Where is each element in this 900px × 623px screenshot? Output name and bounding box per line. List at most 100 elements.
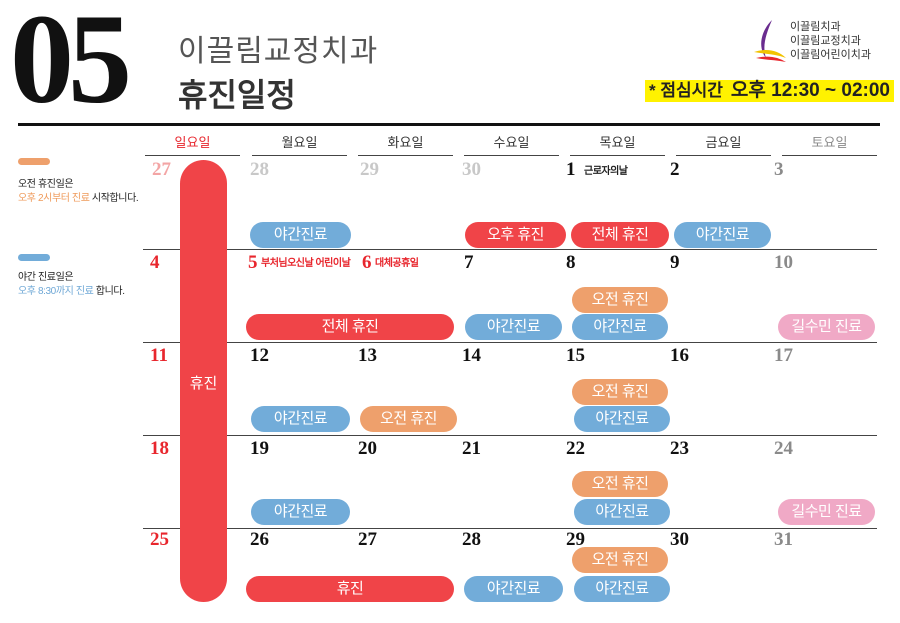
day-number: 21 (462, 438, 481, 459)
weekday-friday: 금요일 (705, 135, 742, 150)
sunday-closed-bar (180, 160, 227, 602)
day-number: 12 (250, 345, 269, 366)
day-number: 10 (774, 252, 793, 273)
weekday-underline (570, 155, 665, 156)
day-number: 30 (462, 159, 481, 180)
event-night-clinic: 야간진료 (251, 406, 350, 432)
event-night-clinic: 야간진료 (574, 406, 670, 432)
weekday-thursday: 목요일 (599, 135, 636, 150)
day-number: 3 (774, 159, 784, 180)
legend-rest: 합니다. (93, 286, 125, 297)
sunday-closed-label: 휴진 (189, 375, 218, 392)
day-number: 14 (462, 345, 481, 366)
event-afternoon-closed: 오후 휴진 (465, 222, 566, 248)
day-number: 23 (670, 438, 689, 459)
weekday-underline (782, 155, 877, 156)
day-number: 28 (250, 159, 269, 180)
event-night-clinic: 야간진료 (572, 314, 668, 340)
day-number: 27 (152, 159, 171, 180)
holiday-label: 대체공휴일 (375, 258, 419, 269)
event-night-clinic: 야간진료 (250, 222, 351, 248)
event-doctor-clinic: 길수민 진료 (778, 314, 875, 340)
day-number: 29 (566, 529, 585, 550)
weekday-underline (358, 155, 453, 156)
clinic-logo-icon (754, 20, 786, 62)
day-number: 13 (358, 345, 377, 366)
event-night-clinic: 야간진료 (674, 222, 771, 248)
weekday-tuesday: 화요일 (387, 135, 424, 150)
day-number: 5 (248, 252, 258, 273)
day-number: 18 (150, 438, 169, 459)
logo-line: 이끌림교정치과 (790, 35, 861, 47)
lunch-time: 오후 12:30 ~ 02:00 (730, 80, 890, 101)
week-divider (143, 435, 877, 436)
event-doctor-clinic: 길수민 진료 (778, 499, 875, 525)
day-number: 2 (670, 159, 680, 180)
legend-line: 야간 진료일은 (18, 272, 74, 283)
weekday-sunday: 일요일 (174, 135, 211, 150)
day-number: 26 (250, 529, 269, 550)
month-number: 05 (10, 0, 132, 130)
lunch-time-banner: * 점심시간 오후 12:30 ~ 02:00 (645, 80, 894, 102)
legend-highlight: 오후 8:30까지 진료 (18, 286, 94, 297)
day-number: 28 (462, 529, 481, 550)
event-night-clinic: 야간진료 (251, 499, 350, 525)
legend-line: 오후 2시부터 진료 시작합니다. (18, 192, 139, 206)
legend-swatch-night (18, 254, 50, 261)
day-number: 17 (774, 345, 793, 366)
event-morning-closed: 오전 휴진 (572, 287, 668, 313)
event-night-clinic: 야간진료 (574, 499, 670, 525)
event-morning-closed: 오전 휴진 (572, 471, 668, 497)
weekday-underline (252, 155, 347, 156)
day-number: 16 (670, 345, 689, 366)
day-number: 25 (150, 529, 169, 550)
weekday-saturday: 토요일 (811, 135, 848, 150)
schedule-title: 휴진일정 (178, 77, 296, 113)
day-number: 19 (250, 438, 269, 459)
legend-highlight: 오후 2시부터 진료 (18, 193, 90, 204)
clinic-name: 이끌림교정치과 (178, 35, 379, 68)
event-night-clinic: 야간진료 (465, 314, 562, 340)
legend-morning-closed: 오전 휴진일은 오후 2시부터 진료 시작합니다. (18, 178, 139, 206)
week-divider (143, 528, 877, 529)
event-night-clinic: 야간진료 (464, 576, 563, 602)
event-morning-closed: 오전 휴진 (360, 406, 457, 432)
holiday-label: 근로자의날 (584, 166, 628, 177)
weekday-monday: 월요일 (281, 135, 318, 150)
legend-line: 오전 휴진일은 (18, 179, 74, 190)
legend-swatch-morning-closed (18, 158, 50, 165)
weekday-underline (676, 155, 771, 156)
logo-text: 이끌림치과 이끌림교정치과 이끌림어린이치과 (790, 20, 871, 62)
day-number: 31 (774, 529, 793, 550)
day-number: 22 (566, 438, 585, 459)
day-number: 29 (360, 159, 379, 180)
lunch-label: * 점심시간 (649, 81, 723, 100)
logo-line: 이끌림어린이치과 (790, 49, 871, 61)
logo-line: 이끌림치과 (790, 21, 841, 33)
event-full-closed: 전체 휴진 (246, 314, 454, 340)
week-divider (143, 249, 877, 250)
day-number: 20 (358, 438, 377, 459)
day-number: 24 (774, 438, 793, 459)
day-number: 6 (362, 252, 372, 273)
day-number: 1 (566, 159, 576, 180)
weekday-wednesday: 수요일 (493, 135, 530, 150)
legend-rest: 시작합니다. (89, 193, 139, 204)
event-morning-closed: 오전 휴진 (572, 379, 668, 405)
day-number: 9 (670, 252, 680, 273)
header-divider (18, 123, 880, 126)
day-number: 30 (670, 529, 689, 550)
legend-night: 야간 진료일은 오후 8:30까지 진료 합니다. (18, 271, 125, 299)
day-number: 27 (358, 529, 377, 550)
day-number: 4 (150, 252, 160, 273)
day-number: 8 (566, 252, 576, 273)
event-full-closed: 전체 휴진 (571, 222, 669, 248)
day-number: 11 (150, 345, 168, 366)
weekday-underline (145, 155, 240, 156)
event-night-clinic: 야간진료 (574, 576, 670, 602)
event-morning-closed: 오전 휴진 (572, 547, 668, 573)
holiday-label: 부처님오신날 어린이날 (261, 258, 351, 269)
legend-line: 오후 8:30까지 진료 합니다. (18, 285, 125, 299)
event-full-closed: 휴진 (246, 576, 454, 602)
weekday-underline (464, 155, 559, 156)
